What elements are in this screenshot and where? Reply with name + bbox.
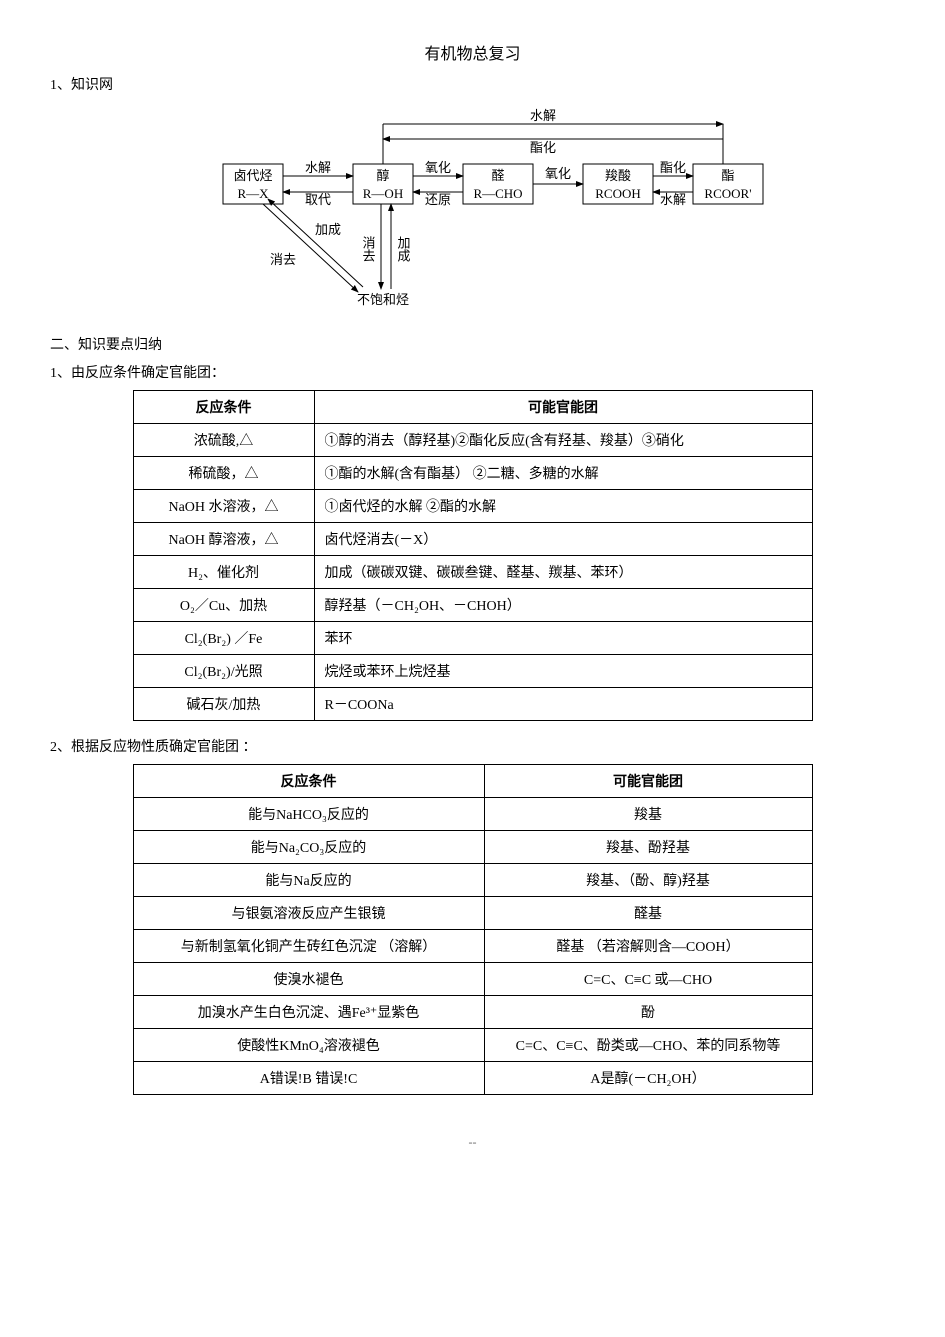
section-2-heading: 二、知识要点归纳 bbox=[50, 334, 895, 354]
page-footer: -- bbox=[50, 1135, 895, 1150]
table-row: 稀硫酸，△①酯的水解(含有酯基） ②二糖、多糖的水解 bbox=[133, 457, 812, 490]
page-title: 有机物总复习 bbox=[50, 40, 895, 64]
table-cell: C=C、C≡C、酚类或—CHO、苯的同系物等 bbox=[484, 1029, 812, 1062]
table-cell: 卤代烃消去(－X） bbox=[314, 523, 812, 556]
table-row: O₂／Cu、加热醇羟基（－CH₂OH、－CHOH） bbox=[133, 589, 812, 622]
table-cell: O₂／Cu、加热 bbox=[133, 589, 314, 622]
table-cell: 酚 bbox=[484, 996, 812, 1029]
t1-header-1: 可能官能团 bbox=[314, 391, 812, 424]
svg-text:R—X: R—X bbox=[237, 186, 269, 201]
table-cell: 加溴水产生白色沉淀、遇Fe³⁺显紫色 bbox=[133, 996, 484, 1029]
table-row: Cl₂(Br₂) ／Fe苯环 bbox=[133, 622, 812, 655]
edge-label: 酯化 bbox=[659, 160, 685, 175]
table-cell: 醛基 bbox=[484, 897, 812, 930]
table-cell: Cl₂(Br₂)/光照 bbox=[133, 655, 314, 688]
svg-text:酯: 酯 bbox=[721, 168, 734, 183]
node-ester: 酯 RCOOR' bbox=[693, 164, 763, 204]
table-row: H₂、催化剂加成（碳碳双键、碳碳叁键、醛基、羰基、苯环） bbox=[133, 556, 812, 589]
table-cell: ①酯的水解(含有酯基） ②二糖、多糖的水解 bbox=[314, 457, 812, 490]
table-row: 与银氨溶液反应产生银镜醛基 bbox=[133, 897, 812, 930]
table-row: NaOH 水溶液，△①卤代烃的水解 ②酯的水解 bbox=[133, 490, 812, 523]
table-row: NaOH 醇溶液，△卤代烃消去(－X） bbox=[133, 523, 812, 556]
node-acid: 羧酸 RCOOH bbox=[583, 164, 653, 204]
table-cell: 羧基、（酚、醇)羟基 bbox=[484, 864, 812, 897]
table-cell: ①醇的消去（醇羟基)②酯化反应(含有羟基、羧基）③硝化 bbox=[314, 424, 812, 457]
table-cell: 醛基 （若溶解则含—COOH） bbox=[484, 930, 812, 963]
knowledge-network-diagram: 水解 酯化 卤代烃 R—X 醇 R—OH 醛 R—CHO 羧酸 RCOOH 酯 … bbox=[163, 104, 783, 314]
svg-text:羧酸: 羧酸 bbox=[604, 168, 630, 183]
node-halide: 卤代烃 R—X bbox=[223, 164, 283, 204]
table-reactant-properties: 反应条件 可能官能团 能与NaHCO₃反应的羧基能与Na₂CO₃反应的羧基、酚羟… bbox=[133, 764, 813, 1095]
section-2-1-heading: 1、由反应条件确定官能团： bbox=[50, 362, 895, 382]
table-cell: R－COONa bbox=[314, 688, 812, 721]
table-row: 能与NaHCO₃反应的羧基 bbox=[133, 798, 812, 831]
table-cell: A错误!B 错误!C bbox=[133, 1062, 484, 1095]
edge-label: 加成 bbox=[395, 236, 410, 263]
node-alcohol: 醇 R—OH bbox=[353, 164, 413, 204]
t1-header-0: 反应条件 bbox=[133, 391, 314, 424]
table-row: 加溴水产生白色沉淀、遇Fe³⁺显紫色酚 bbox=[133, 996, 812, 1029]
table-cell: 使溴水褪色 bbox=[133, 963, 484, 996]
edge-label: 取代 bbox=[304, 192, 330, 207]
table-cell: 与新制氢氧化铜产生砖红色沉淀 （溶解） bbox=[133, 930, 484, 963]
table-cell: 苯环 bbox=[314, 622, 812, 655]
section-2-2-heading: 2、根据反应物性质确定官能团 ： bbox=[50, 736, 895, 756]
table-cell: 醇羟基（－CH₂OH、－CHOH） bbox=[314, 589, 812, 622]
svg-text:RCOOH: RCOOH bbox=[595, 186, 641, 201]
node-unsaturated: 不饱和烃 bbox=[356, 292, 408, 307]
edge-label: 水解 bbox=[304, 160, 330, 175]
table-row: 浓硫酸,△①醇的消去（醇羟基)②酯化反应(含有羟基、羧基）③硝化 bbox=[133, 424, 812, 457]
table-cell: 碱石灰/加热 bbox=[133, 688, 314, 721]
t2-header-0: 反应条件 bbox=[133, 765, 484, 798]
table-cell: 羧基、酚羟基 bbox=[484, 831, 812, 864]
table-reaction-conditions: 反应条件 可能官能团 浓硫酸,△①醇的消去（醇羟基)②酯化反应(含有羟基、羧基）… bbox=[133, 390, 813, 721]
section-1-heading: 1、知识网 bbox=[50, 74, 895, 94]
table-cell: 能与Na反应的 bbox=[133, 864, 484, 897]
edge-label: 消去 bbox=[269, 252, 295, 267]
table-row: 碱石灰/加热R－COONa bbox=[133, 688, 812, 721]
svg-text:卤代烃: 卤代烃 bbox=[233, 168, 272, 183]
table-cell: H₂、催化剂 bbox=[133, 556, 314, 589]
svg-text:醛: 醛 bbox=[491, 168, 504, 183]
edge-label: 氧化 bbox=[424, 160, 450, 175]
table-cell: 浓硫酸,△ bbox=[133, 424, 314, 457]
edge-label: 消去 bbox=[360, 236, 375, 262]
table-row: 能与Na₂CO₃反应的羧基、酚羟基 bbox=[133, 831, 812, 864]
table-row: 能与Na反应的羧基、（酚、醇)羟基 bbox=[133, 864, 812, 897]
edge-label: 氧化 bbox=[544, 166, 570, 181]
svg-text:R—CHO: R—CHO bbox=[473, 186, 522, 201]
t2-header-1: 可能官能团 bbox=[484, 765, 812, 798]
edge-label: 加成 bbox=[314, 222, 340, 237]
table-row: Cl₂(Br₂)/光照烷烃或苯环上烷烃基 bbox=[133, 655, 812, 688]
table-cell: NaOH 醇溶液，△ bbox=[133, 523, 314, 556]
svg-text:R—OH: R—OH bbox=[362, 186, 402, 201]
table-cell: C=C、C≡C 或—CHO bbox=[484, 963, 812, 996]
table-row: 与新制氢氧化铜产生砖红色沉淀 （溶解）醛基 （若溶解则含—COOH） bbox=[133, 930, 812, 963]
table-cell: 稀硫酸，△ bbox=[133, 457, 314, 490]
table-cell: 烷烃或苯环上烷烃基 bbox=[314, 655, 812, 688]
table-cell: ①卤代烃的水解 ②酯的水解 bbox=[314, 490, 812, 523]
table-cell: Cl₂(Br₂) ／Fe bbox=[133, 622, 314, 655]
edge-label: 水解 bbox=[529, 108, 555, 123]
svg-text:RCOOR': RCOOR' bbox=[704, 186, 751, 201]
edge-label: 水解 bbox=[659, 192, 685, 207]
edge-label: 还原 bbox=[424, 192, 450, 207]
table-row: A错误!B 错误!CA是醇(－CH₂OH） bbox=[133, 1062, 812, 1095]
table-cell: 使酸性KMnO₄溶液褪色 bbox=[133, 1029, 484, 1062]
edge-label: 酯化 bbox=[529, 140, 555, 155]
table-cell: 与银氨溶液反应产生银镜 bbox=[133, 897, 484, 930]
table-row: 使溴水褪色C=C、C≡C 或—CHO bbox=[133, 963, 812, 996]
node-aldehyde: 醛 R—CHO bbox=[463, 164, 533, 204]
table-cell: 能与NaHCO₃反应的 bbox=[133, 798, 484, 831]
table-cell: 羧基 bbox=[484, 798, 812, 831]
table-cell: 加成（碳碳双键、碳碳叁键、醛基、羰基、苯环） bbox=[314, 556, 812, 589]
table-row: 使酸性KMnO₄溶液褪色C=C、C≡C、酚类或—CHO、苯的同系物等 bbox=[133, 1029, 812, 1062]
table-cell: A是醇(－CH₂OH） bbox=[484, 1062, 812, 1095]
table-cell: 能与Na₂CO₃反应的 bbox=[133, 831, 484, 864]
table-cell: NaOH 水溶液，△ bbox=[133, 490, 314, 523]
svg-text:醇: 醇 bbox=[376, 168, 389, 183]
